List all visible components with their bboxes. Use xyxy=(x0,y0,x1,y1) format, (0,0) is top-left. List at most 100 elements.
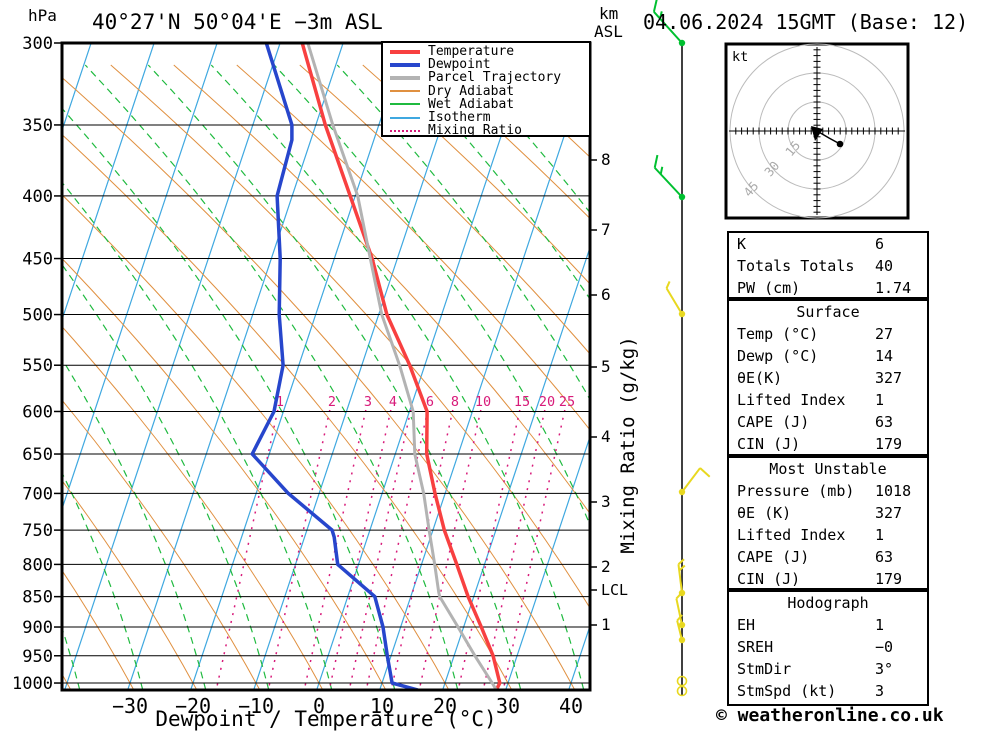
copyright: © weatheronline.co.uk xyxy=(716,705,944,726)
wet-adiabat-line xyxy=(147,64,522,689)
indices-table-most-unstable: Most Unstable Pressure (mb) 1018 θE (K) 327 L… xyxy=(727,456,929,590)
table-row: SREH −0 xyxy=(729,636,927,658)
wet-adiabat-line xyxy=(63,359,207,689)
temperature-curve xyxy=(300,44,502,689)
dry-adiabat-line xyxy=(63,400,260,689)
mixing-ratio-tick-label: 10 xyxy=(475,394,491,410)
hodograph-unit-label: kt xyxy=(732,49,748,65)
wind-barb-feather xyxy=(699,467,711,478)
hodograph-ring-label: 45 xyxy=(740,178,761,199)
legend-label: Dewpoint xyxy=(428,57,491,73)
table-row-value: 179 xyxy=(875,570,903,588)
table-row: CIN (J) 179 xyxy=(729,433,927,455)
dry-adiabat-line xyxy=(63,77,575,689)
table-row-value: 1018 xyxy=(875,482,912,500)
mixing-ratio-line xyxy=(390,409,454,689)
wind-barb-feather xyxy=(677,558,685,565)
indices-table-hodograph: Hodograph EH 1 SREH −0 StmDir 3° StmSpd (kt) 3 xyxy=(727,590,929,706)
temp-tick-label: 10 xyxy=(370,694,394,718)
mixing-ratio-tick-label: 1 xyxy=(276,394,284,410)
table-row: PW (cm) 1.74 xyxy=(729,277,927,299)
legend-item: Parcel Trajectory xyxy=(383,71,589,84)
altitude-axis-unit-km: km xyxy=(599,4,619,23)
plot-border xyxy=(60,41,592,692)
pressure-tick-label: 900 xyxy=(22,618,53,638)
table-row: θE(K) 327 xyxy=(729,367,927,389)
table-row-value: 40 xyxy=(875,257,894,275)
pressure-tick-label: 700 xyxy=(22,484,53,504)
wind-barb-dot xyxy=(678,193,686,201)
table-row-label: PW (cm) xyxy=(737,279,801,297)
dry-adiabat-line xyxy=(110,64,589,608)
table-row-label: StmSpd (kt) xyxy=(737,682,837,700)
table-row-value: 1 xyxy=(875,391,885,409)
temp-tick-label: 20 xyxy=(433,694,457,718)
parcel-trajectory-curve xyxy=(306,44,498,689)
table-title: Surface xyxy=(796,303,860,321)
lcl-label: LCL xyxy=(601,581,628,599)
isotherm-line xyxy=(505,437,589,689)
mixing-ratio-tick-label: 2 xyxy=(328,394,336,410)
km-tick-label: 2 xyxy=(601,557,611,576)
wind-barb-feather xyxy=(653,154,659,168)
legend-label: Dry Adiabat xyxy=(428,83,515,99)
mixing-ratio-tick-label: 3 xyxy=(364,394,372,410)
mixing-ratio-tick-label: 8 xyxy=(451,394,459,410)
pressure-tick-label: 500 xyxy=(22,306,53,326)
table-row-value: 1 xyxy=(875,616,885,634)
dry-adiabat-line xyxy=(63,481,197,689)
dry-adiabat-line xyxy=(63,134,512,689)
table-row-value: 179 xyxy=(875,435,903,453)
table-row-label: EH xyxy=(737,616,756,634)
table-row-value: 3° xyxy=(875,660,894,678)
table-row-label: Dewp (°C) xyxy=(737,347,819,365)
mixing-ratio-tick-label: 20 xyxy=(539,394,555,410)
isotherm-line xyxy=(63,44,218,508)
pressure-tick-label: 1000 xyxy=(12,674,53,694)
legend-swatch-isotherm xyxy=(390,116,420,119)
pressure-tick-label: 950 xyxy=(22,647,53,667)
dry-adiabat-line xyxy=(299,64,589,354)
table-row: Totals Totals 40 xyxy=(729,255,927,277)
table-row-label: CIN (J) xyxy=(737,570,801,588)
legend-label: Temperature xyxy=(428,44,515,60)
table-row-label: SREH xyxy=(737,638,774,656)
table-row-value: 14 xyxy=(875,347,894,365)
wind-barb-shaft xyxy=(653,167,683,198)
legend-label: Wet Adiabat xyxy=(428,96,515,112)
pressure-tick-label: 300 xyxy=(22,34,53,54)
mixing-ratio-tick-label: 6 xyxy=(426,394,434,410)
pressure-tick-label: 650 xyxy=(22,445,53,465)
legend-item: Wet Adiabat xyxy=(383,98,589,111)
isotherm-line xyxy=(190,44,407,689)
km-tick-label: 7 xyxy=(601,220,611,239)
mixing-ratio-line xyxy=(328,409,392,689)
wind-barb-dot xyxy=(678,39,686,47)
wind-barb-shaft xyxy=(676,620,683,641)
dry-adiabat-line xyxy=(63,258,386,689)
wind-barb-feather xyxy=(678,564,686,572)
table-row-label: Temp (°C) xyxy=(737,325,819,343)
legend-item: Mixing Ratio xyxy=(383,124,589,137)
wet-adiabat-line xyxy=(63,265,270,689)
legend-item: Dry Adiabat xyxy=(383,85,589,98)
pressure-tick-label: 600 xyxy=(22,402,53,422)
table-row: Dewp (°C) 14 xyxy=(729,345,927,367)
wind-barb-dot xyxy=(678,310,686,318)
wind-barb-shaft xyxy=(677,564,683,594)
dry-adiabat-line xyxy=(0,65,8,690)
temp-tick-label: −10 xyxy=(238,694,274,718)
dewpoint-curve xyxy=(250,44,419,689)
table-row: θE (K) 327 xyxy=(729,502,927,524)
table-row-label: Pressure (mb) xyxy=(737,482,855,500)
wind-calm-circle xyxy=(676,675,688,687)
table-row-label: K xyxy=(737,235,747,253)
legend-swatch-mixing-ratio xyxy=(390,129,420,132)
table-row: Pressure (mb) 1018 xyxy=(729,480,927,502)
wet-adiabat-line xyxy=(336,64,589,399)
table-row-value: 327 xyxy=(875,504,903,522)
wind-barb-dot xyxy=(678,621,686,629)
table-row-value: 6 xyxy=(875,235,885,253)
pressure-tick-label: 850 xyxy=(22,588,53,608)
